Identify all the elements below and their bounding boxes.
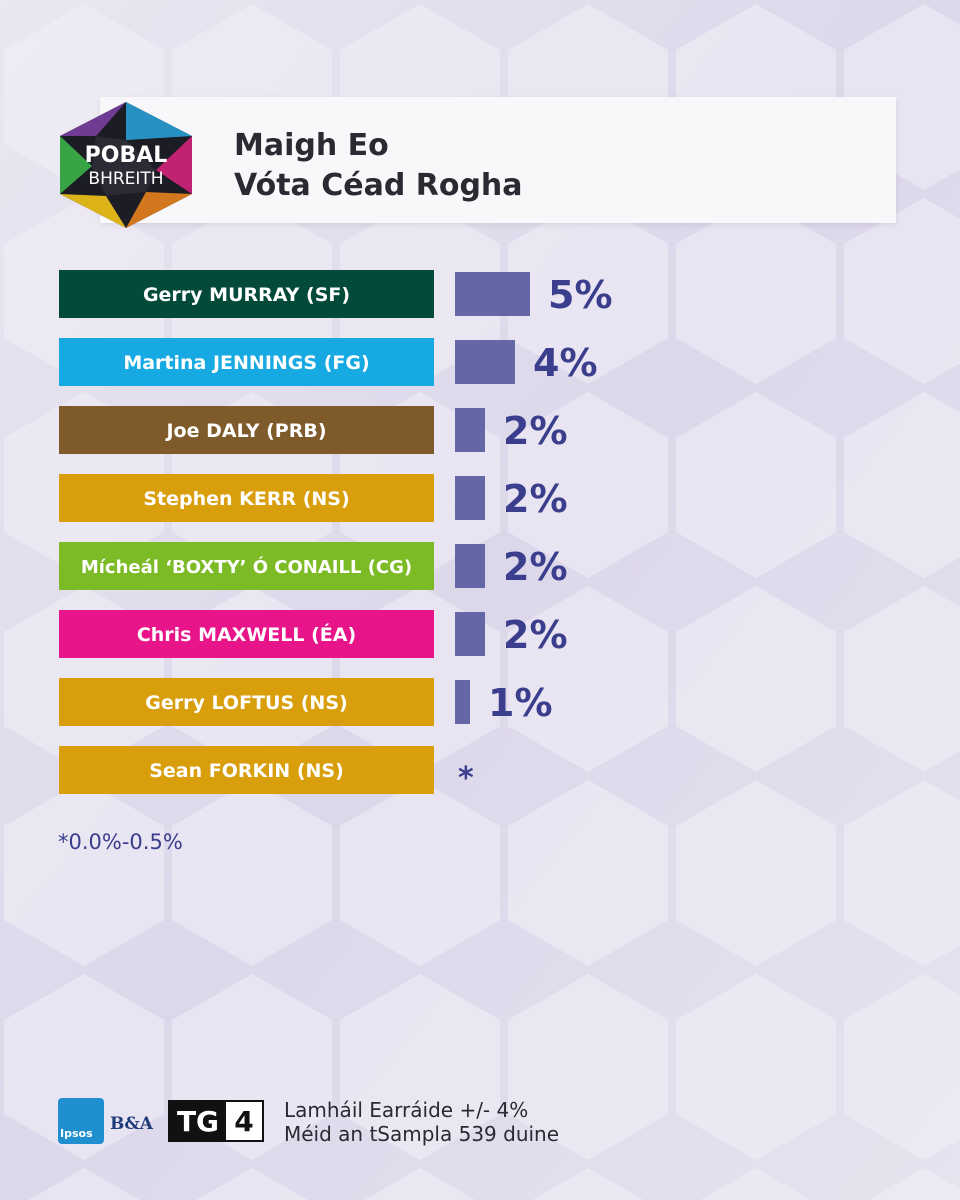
value-label: 2%: [503, 409, 568, 453]
tg4-logo-tg: TG: [170, 1102, 226, 1140]
candidate-label: Gerry LOFTUS (NS): [145, 692, 347, 714]
header-panel: [100, 97, 896, 223]
bar: [455, 408, 485, 452]
sample-size: Méid an tSampla 539 duine: [284, 1122, 560, 1146]
candidate-label: Stephen KERR (NS): [143, 488, 349, 510]
bar: [455, 476, 485, 520]
candidate-label-box: [59, 270, 434, 318]
value-label: *: [458, 761, 474, 796]
candidate-label: Gerry MURRAY (SF): [143, 284, 350, 306]
candidate-label: Mícheál ‘BOXTY’ Ó CONAILL (CG): [81, 556, 412, 578]
value-label: 1%: [488, 681, 553, 725]
tg4-logo: TG 4: [168, 1100, 264, 1142]
bar: [455, 680, 470, 724]
bar: [455, 612, 485, 656]
candidate-label-box: [59, 610, 434, 658]
value-label: 2%: [503, 613, 568, 657]
ba-logo: B&A: [110, 1114, 153, 1134]
margin-of-error: Lamháil Earráide +/- 4%: [284, 1098, 529, 1122]
ipsos-label: Ipsos: [60, 1127, 93, 1140]
page-subtitle: Vóta Céad Rogha: [234, 168, 523, 203]
candidate-label: Martina JENNINGS (FG): [123, 352, 369, 374]
candidate-label: Joe DALY (PRB): [164, 420, 326, 442]
candidate-label-box: [59, 746, 434, 794]
logo-text-line1: POBAL: [85, 143, 168, 168]
candidate-label-box: [59, 678, 434, 726]
candidate-label: Chris MAXWELL (ÉA): [137, 623, 356, 646]
value-label: 2%: [503, 477, 568, 521]
ipsos-logo: Ipsos: [58, 1098, 104, 1144]
candidate-label-box: [59, 474, 434, 522]
candidate-label: Sean FORKIN (NS): [149, 760, 344, 782]
candidate-label-box: [59, 338, 434, 386]
bar: [455, 544, 485, 588]
value-label: 4%: [533, 341, 598, 385]
page-title: Maigh Eo: [234, 128, 389, 163]
tg4-logo-four: 4: [234, 1104, 254, 1138]
logo-text-line2: BHREITH: [88, 169, 163, 189]
footnote: *0.0%-0.5%: [58, 830, 183, 854]
candidate-label-box: [59, 406, 434, 454]
bar: [455, 272, 530, 316]
candidate-label-box: [59, 542, 434, 590]
value-label: 2%: [503, 545, 568, 589]
bar: [455, 340, 515, 384]
value-label: 5%: [548, 273, 613, 317]
bar-chart: Gerry MURRAY (SF) 5% Martina JENNINGS (FG)…: [59, 270, 613, 796]
pobal-bhreith-logo: POBAL BHREITH: [60, 102, 192, 228]
